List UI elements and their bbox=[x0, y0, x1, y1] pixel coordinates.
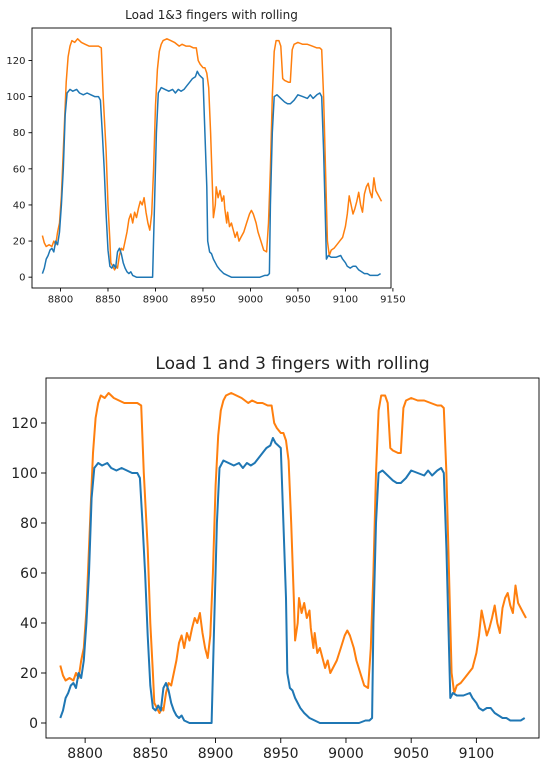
x-tick-label: 9050 bbox=[285, 295, 310, 306]
chart-title: Load 1 and 3 fingers with rolling bbox=[155, 354, 429, 374]
x-tick-label: 9100 bbox=[459, 746, 495, 762]
x-tick-label: 8900 bbox=[143, 295, 168, 306]
series-line-1 bbox=[59, 437, 526, 724]
x-tick-label: 8850 bbox=[133, 746, 169, 762]
x-tick-label: 8950 bbox=[263, 746, 299, 762]
y-tick-label: 80 bbox=[13, 128, 26, 139]
y-tick-label: 60 bbox=[20, 566, 38, 582]
line-chart-top: Load 1&3 fingers with rolling 8800 8850 890… bbox=[6, 8, 405, 306]
y-tick-label: 100 bbox=[6, 92, 25, 103]
y-tick-label: 0 bbox=[19, 273, 25, 284]
y-tick-label: 100 bbox=[11, 466, 38, 482]
x-tick-label: 9000 bbox=[238, 295, 263, 306]
y-tick-label: 20 bbox=[20, 666, 38, 682]
x-tick-label: 9100 bbox=[333, 295, 358, 306]
y-tick-label: 120 bbox=[6, 56, 25, 67]
series-line-0 bbox=[41, 38, 383, 271]
plot-frame bbox=[31, 27, 392, 289]
chart-panel-top: Load 1&3 fingers with rolling 8800 8850 890… bbox=[0, 0, 550, 320]
y-tick-label: 120 bbox=[11, 416, 38, 432]
x-tick-label: 8900 bbox=[198, 746, 234, 762]
plot-frame bbox=[45, 377, 540, 739]
x-tick-label: 8800 bbox=[48, 295, 73, 306]
chart-panel-bottom: Load 1 and 3 fingers with rolling 8800 885… bbox=[0, 345, 550, 767]
x-tick-label: 8800 bbox=[67, 746, 103, 762]
x-tick-label: 8950 bbox=[190, 295, 215, 306]
y-tick-label: 20 bbox=[13, 237, 26, 248]
series-line-0 bbox=[59, 392, 527, 714]
y-tick-label: 40 bbox=[20, 616, 38, 632]
y-tick-label: 60 bbox=[13, 164, 26, 175]
series-line-1 bbox=[41, 70, 381, 278]
line-chart-bottom: Load 1 and 3 fingers with rolling 8800 885… bbox=[11, 354, 540, 762]
x-tick-label: 9050 bbox=[393, 746, 429, 762]
chart-title: Load 1&3 fingers with rolling bbox=[125, 8, 298, 22]
x-tick-label: 9150 bbox=[380, 295, 405, 306]
y-tick-label: 40 bbox=[13, 200, 26, 211]
y-tick-label: 0 bbox=[29, 716, 38, 732]
x-tick-label: 9000 bbox=[328, 746, 364, 762]
x-tick-label: 8850 bbox=[95, 295, 120, 306]
y-tick-label: 80 bbox=[20, 516, 38, 532]
